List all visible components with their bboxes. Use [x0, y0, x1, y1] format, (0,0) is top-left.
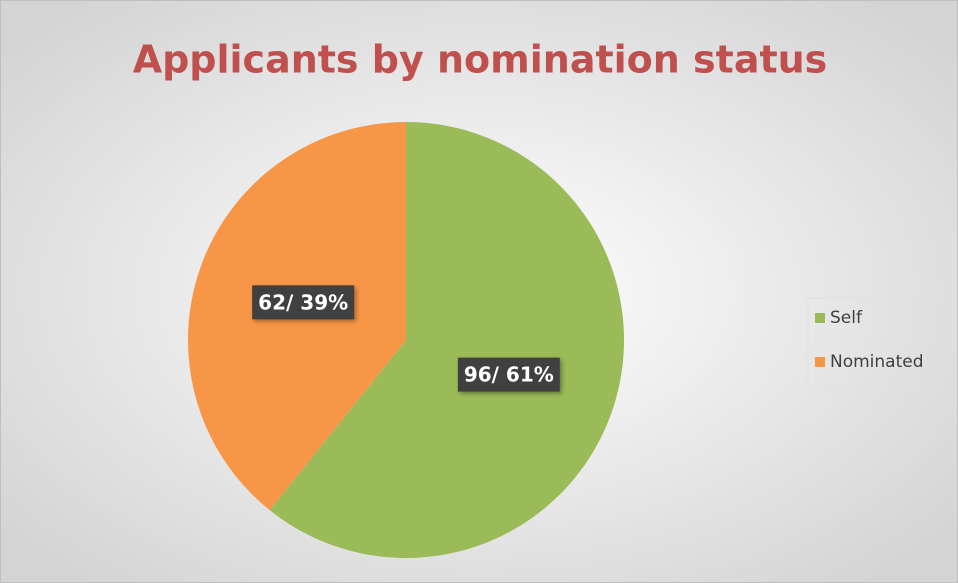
legend-label: Nominated [830, 352, 924, 372]
legend-swatch [815, 313, 825, 323]
pie-slice [269, 122, 624, 558]
data-label: 62/ 39% [258, 290, 348, 314]
data-label-box [457, 357, 560, 392]
legend-swatch [815, 357, 825, 367]
legend-label: Self [830, 308, 863, 328]
legend-box [807, 297, 949, 387]
chart-title: Applicants by nomination status [133, 38, 828, 82]
data-label: 96/ 61% [464, 363, 554, 387]
data-label-box [252, 285, 355, 320]
